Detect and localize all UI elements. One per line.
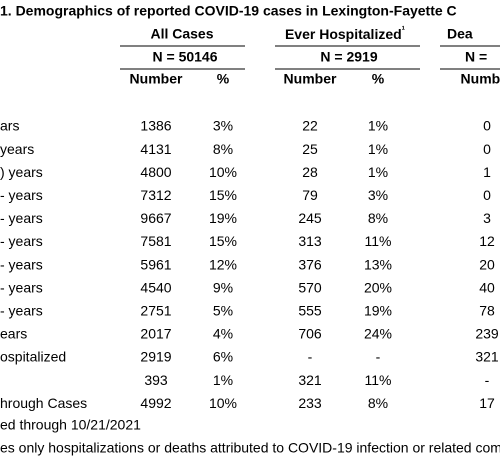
- row-label: ears: [0, 326, 27, 342]
- cell: 4131: [140, 141, 171, 157]
- cell: 40: [479, 279, 495, 295]
- group-header: Ever Hospitalized¹: [285, 25, 406, 42]
- cell: 25: [302, 141, 318, 157]
- cell: 4992: [140, 395, 171, 411]
- cell: 11%: [365, 372, 392, 388]
- cell: 5961: [140, 256, 171, 272]
- column-header: Number: [130, 71, 183, 87]
- cell: 13%: [364, 256, 392, 272]
- cell: -: [485, 372, 490, 388]
- row-label: - years: [0, 210, 43, 226]
- footnote: ed through 10/21/2021: [0, 417, 141, 433]
- cell: 3%: [368, 187, 388, 203]
- cell: 8%: [368, 210, 388, 226]
- group-label: Ever Hospitalized: [285, 26, 402, 42]
- group-n: N = 50146: [153, 49, 218, 65]
- cell: 7581: [140, 233, 171, 249]
- cell: 376: [298, 256, 322, 272]
- column-header: %: [372, 71, 385, 87]
- cell: 9%: [213, 279, 233, 295]
- cell: 4540: [140, 279, 171, 295]
- cell: 10%: [209, 164, 237, 180]
- cell: 2751: [140, 303, 171, 319]
- footnote: es only hospitalizations or deaths attri…: [0, 440, 500, 456]
- cell: 17: [479, 395, 495, 411]
- cell: 20%: [364, 279, 392, 295]
- row-label: hrough Cases: [0, 395, 87, 411]
- footnote-mark: ¹: [402, 25, 406, 36]
- cell: 1%: [213, 372, 233, 388]
- cell: 28: [302, 164, 318, 180]
- column-header: Number: [284, 71, 337, 87]
- cell: 2919: [140, 349, 171, 365]
- table-title: 1. Demographics of reported COVID-19 cas…: [0, 3, 457, 19]
- cell: 8%: [213, 141, 233, 157]
- column-header: Number: [461, 71, 500, 87]
- cell: 555: [298, 303, 322, 319]
- cell: -: [376, 349, 381, 365]
- cell: 1%: [368, 118, 388, 134]
- cell: 1%: [368, 141, 388, 157]
- cell: 321: [475, 349, 499, 365]
- cell: 0: [483, 187, 491, 203]
- cell: 233: [298, 395, 322, 411]
- cell: 24%: [364, 326, 392, 342]
- cell: 321: [298, 372, 322, 388]
- cell: 15%: [209, 187, 237, 203]
- row-label: years: [0, 141, 34, 157]
- row-label: - years: [0, 256, 43, 272]
- cell: 78: [479, 303, 495, 319]
- cell: 0: [483, 118, 491, 134]
- group-n: N =: [465, 49, 487, 65]
- row-label: - years: [0, 187, 43, 203]
- cell: 19%: [364, 303, 392, 319]
- cell: 313: [298, 233, 322, 249]
- cell: 1%: [368, 164, 388, 180]
- cell: 239: [475, 326, 499, 342]
- cell: 4800: [140, 164, 171, 180]
- row-label: - years: [0, 233, 43, 249]
- group-n: N = 2919: [320, 49, 377, 65]
- cell: 1: [483, 164, 491, 180]
- cell: 8%: [368, 395, 388, 411]
- row-label: ospitalized: [0, 349, 66, 365]
- cell: 245: [298, 210, 322, 226]
- cell: 3: [483, 210, 491, 226]
- cell: 1386: [140, 118, 171, 134]
- cell: 7312: [140, 187, 171, 203]
- cell: 0: [483, 141, 491, 157]
- cell: 706: [298, 326, 322, 342]
- row-label: ) years: [0, 164, 43, 180]
- cell: 3%: [213, 118, 233, 134]
- cell: 12%: [209, 256, 237, 272]
- cell: -: [308, 349, 313, 365]
- group-header: Dea: [447, 26, 473, 42]
- row-label: - years: [0, 303, 43, 319]
- column-header: %: [217, 71, 230, 87]
- cell: 15%: [209, 233, 237, 249]
- cell: 22: [302, 118, 318, 134]
- cell: 9667: [140, 210, 171, 226]
- cell: 79: [302, 187, 318, 203]
- cell: 11%: [365, 233, 392, 249]
- cell: 6%: [213, 349, 233, 365]
- cell: 20: [479, 256, 495, 272]
- cell: 570: [298, 279, 322, 295]
- cell: 10%: [209, 395, 237, 411]
- cell: 2017: [140, 326, 171, 342]
- row-label: ars: [0, 118, 19, 134]
- row-label: - years: [0, 279, 43, 295]
- cell: 393: [144, 372, 168, 388]
- cell: 5%: [213, 303, 233, 319]
- group-header: All Cases: [150, 26, 213, 42]
- cell: 19%: [209, 210, 237, 226]
- cell: 4%: [213, 326, 233, 342]
- cell: 12: [479, 233, 495, 249]
